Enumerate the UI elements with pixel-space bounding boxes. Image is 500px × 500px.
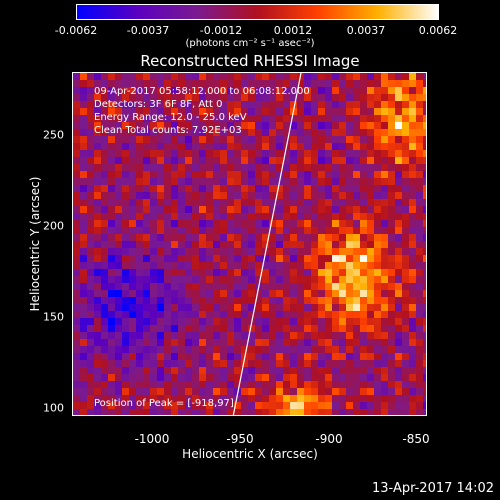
solar-limb-line bbox=[232, 73, 302, 415]
x-tick-label: -850 bbox=[402, 432, 430, 446]
image-title: Reconstructed RHESSI Image bbox=[140, 52, 360, 70]
clean-counts-annotation: Clean Total counts: 7.92E+03 bbox=[94, 125, 242, 136]
colorbar-tick: -0.0062 bbox=[54, 24, 98, 37]
colorbar bbox=[76, 4, 439, 20]
y-axis-label: Heliocentric Y (arcsec) bbox=[28, 176, 42, 312]
x-tick-label: -900 bbox=[315, 432, 343, 446]
y-tick-label: 150 bbox=[43, 310, 64, 324]
colorbar-tick: 0.0062 bbox=[418, 24, 458, 37]
y-tick-label: 200 bbox=[43, 219, 64, 233]
colorbar-tick: 0.0037 bbox=[346, 24, 386, 37]
y-tick-label: 250 bbox=[43, 128, 64, 142]
colorbar-tick: 0.0012 bbox=[273, 24, 313, 37]
rhessi-image-plot[interactable] bbox=[72, 72, 427, 416]
colorbar-tick: -0.0012 bbox=[199, 24, 243, 37]
energy-range-annotation: Energy Range: 12.0 - 25.0 keV bbox=[94, 112, 247, 123]
colorbar-units: (photons cm⁻² s⁻¹ asec⁻²) bbox=[185, 38, 315, 49]
x-axis-label: Heliocentric X (arcsec) bbox=[182, 447, 318, 461]
peak-position-annotation: Position of Peak = [-918,97] bbox=[94, 398, 234, 409]
time-range-annotation: 09-Apr-2017 05:58:12.000 to 06:08:12.000 bbox=[94, 86, 310, 97]
y-tick-label: 100 bbox=[43, 401, 64, 415]
x-tick-label: -950 bbox=[226, 432, 254, 446]
x-tick-label: -1000 bbox=[134, 432, 170, 446]
timestamp: 13-Apr-2017 14:02 bbox=[372, 481, 494, 496]
colorbar-tick: -0.0037 bbox=[126, 24, 170, 37]
heatmap-canvas bbox=[73, 73, 426, 415]
detectors-annotation: Detectors: 3F 6F 8F, Att 0 bbox=[94, 99, 223, 110]
